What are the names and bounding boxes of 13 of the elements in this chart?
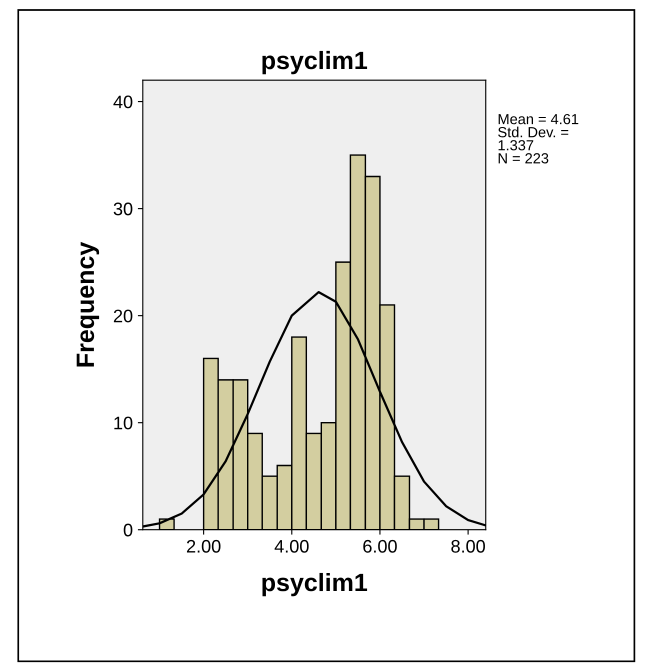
- y-tick-label: 20: [114, 310, 132, 322]
- y-tick-label: 40: [113, 96, 132, 108]
- y-axis-title: Frequency: [76, 242, 100, 366]
- x-tick-label: 8.00: [451, 540, 485, 553]
- x-tick-label: 6.00: [363, 540, 397, 553]
- chart-title: psyclim1: [262, 50, 368, 74]
- y-tick-label: 0: [124, 524, 132, 536]
- x-tick-label: 4.00: [274, 540, 309, 553]
- y-tick-label: 10: [114, 416, 132, 430]
- x-axis-title: psyclim1: [262, 572, 368, 596]
- y-tick-label: 30: [114, 202, 132, 216]
- text: Mean = 4.61 Std. Dev. = 1.337 N = 223: [498, 114, 578, 164]
- x-tick-label: 2.00: [186, 540, 220, 553]
